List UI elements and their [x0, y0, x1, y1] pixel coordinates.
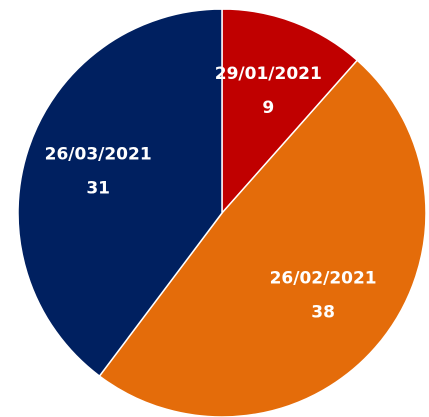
slice-value-label: 38 — [311, 303, 335, 323]
pie-slice — [221, 8, 359, 215]
pie-slice — [98, 59, 427, 417]
slice-category-label: 26/02/2021 — [270, 269, 377, 289]
slice-category-label: 29/01/2021 — [215, 64, 322, 84]
slice-category-label: 26/03/2021 — [45, 145, 152, 165]
slice-value-label: 9 — [262, 98, 274, 118]
pie-slice — [17, 8, 223, 378]
slice-value-label: 31 — [86, 179, 110, 199]
